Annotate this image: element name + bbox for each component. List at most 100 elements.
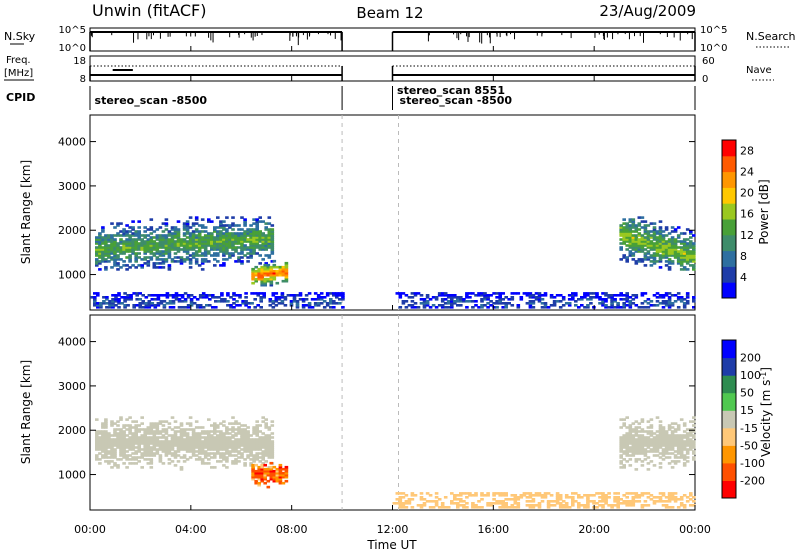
- heatmap-cell: [146, 256, 151, 259]
- heatmap-cell: [543, 306, 548, 309]
- heatmap-cell: [646, 242, 651, 245]
- heatmap-cell: [104, 454, 108, 457]
- heatmap-cell: [252, 448, 256, 451]
- heatmap-cell: [185, 448, 190, 451]
- heatmap-cell: [161, 428, 166, 431]
- heatmap-cell: [676, 252, 681, 255]
- heatmap-cell: [237, 440, 241, 443]
- heatmap-cell: [125, 434, 129, 437]
- heatmap-cell: [264, 240, 268, 243]
- heatmap-cell: [267, 442, 272, 445]
- heatmap-cell: [246, 442, 250, 445]
- heatmap-cell: [254, 469, 258, 473]
- heatmap-cell: [255, 242, 259, 245]
- heatmap-cell: [655, 434, 660, 437]
- heatmap-cell: [125, 440, 129, 443]
- heatmap-cell: [255, 428, 259, 431]
- heatmap-cell: [643, 228, 648, 231]
- heatmap-cell: [583, 504, 587, 507]
- heatmap-cell: [170, 258, 175, 261]
- heatmap-cell: [119, 222, 123, 225]
- heatmap-cell: [613, 500, 617, 503]
- heatmap-cell: [649, 246, 654, 249]
- heatmap-cell: [213, 230, 217, 233]
- heatmap-cell: [164, 246, 169, 249]
- heatmap-cell: [128, 258, 132, 261]
- heatmap-cell: [661, 242, 666, 245]
- heatmap-cell: [113, 244, 117, 247]
- heatmap-cell: [480, 498, 484, 501]
- time-axis-label: Time UT: [366, 538, 417, 552]
- heatmap-cell: [173, 236, 178, 239]
- heatmap-cell: [404, 506, 409, 509]
- heatmap-cell: [649, 234, 654, 237]
- heatmap-cell: [155, 258, 160, 261]
- heatmap-cell: [501, 302, 505, 305]
- heatmap-cell: [625, 298, 629, 301]
- heatmap-cell: [170, 442, 175, 445]
- heatmap-cell: [113, 264, 117, 267]
- heatmap-cell: [646, 420, 651, 423]
- heatmap-cell: [143, 226, 147, 229]
- heatmap-cell: [149, 242, 154, 245]
- heatmap-cell: [504, 504, 508, 507]
- heatmap-cell: [261, 446, 265, 449]
- heatmap-cell: [667, 452, 672, 455]
- heatmap-cell: [577, 502, 581, 505]
- heatmap-cell: [440, 292, 445, 295]
- heatmap-cell: [682, 506, 687, 509]
- heatmap-cell: [137, 238, 141, 241]
- heatmap-cell: [128, 238, 132, 241]
- heatmap-cell: [231, 428, 235, 431]
- heatmap-cell: [679, 434, 684, 437]
- heatmap-cell: [219, 236, 223, 239]
- heatmap-cell: [504, 506, 508, 509]
- heatmap-cell: [200, 260, 205, 263]
- heatmap-cell: [404, 294, 409, 297]
- heatmap-cell: [213, 252, 217, 255]
- heatmap-cell: [258, 448, 262, 451]
- heatmap-cell: [203, 440, 208, 443]
- heatmap-cell: [264, 234, 268, 237]
- heatmap-cell: [231, 440, 235, 443]
- heatmap-cell: [537, 296, 542, 299]
- heatmap-cell: [223, 300, 227, 303]
- heatmap-cell: [649, 460, 654, 463]
- heatmap-cell: [422, 504, 427, 507]
- heatmap-cell: [498, 296, 502, 299]
- heatmap-cell: [167, 268, 172, 271]
- heatmap-cell: [625, 228, 629, 231]
- heatmap-cell: [679, 504, 684, 507]
- heatmap-cell: [246, 240, 250, 243]
- range-tick-label: 2000: [58, 224, 86, 237]
- heatmap-cell: [225, 456, 229, 459]
- heatmap-cell: [146, 246, 151, 249]
- heatmap-cell: [144, 302, 149, 305]
- heatmap-cell: [619, 436, 623, 439]
- heatmap-cell: [191, 252, 196, 255]
- heatmap-cell: [95, 444, 99, 447]
- heatmap-cell: [219, 232, 223, 235]
- heatmap-cell: [619, 450, 623, 453]
- heatmap-cell: [301, 298, 306, 301]
- heatmap-cell: [200, 238, 205, 241]
- heatmap-cell: [149, 440, 154, 443]
- heatmap-cell: [625, 232, 629, 235]
- heatmap-cell: [251, 477, 255, 481]
- heatmap-cell: [261, 442, 265, 445]
- heatmap-cell: [673, 462, 678, 465]
- heatmap-cell: [628, 504, 633, 507]
- heatmap-cell: [513, 502, 518, 505]
- heatmap-cell: [179, 428, 184, 431]
- heatmap-cell: [269, 275, 274, 279]
- heatmap-cell: [284, 263, 289, 267]
- heatmap-cell: [122, 424, 126, 427]
- heatmap-cell: [213, 452, 217, 455]
- heatmap-cell: [120, 302, 124, 305]
- heatmap-cell: [480, 292, 484, 295]
- heatmap-cell: [95, 440, 99, 443]
- heatmap-cell: [670, 254, 675, 257]
- heatmap-cell: [676, 456, 681, 459]
- heatmap-cell: [619, 448, 623, 451]
